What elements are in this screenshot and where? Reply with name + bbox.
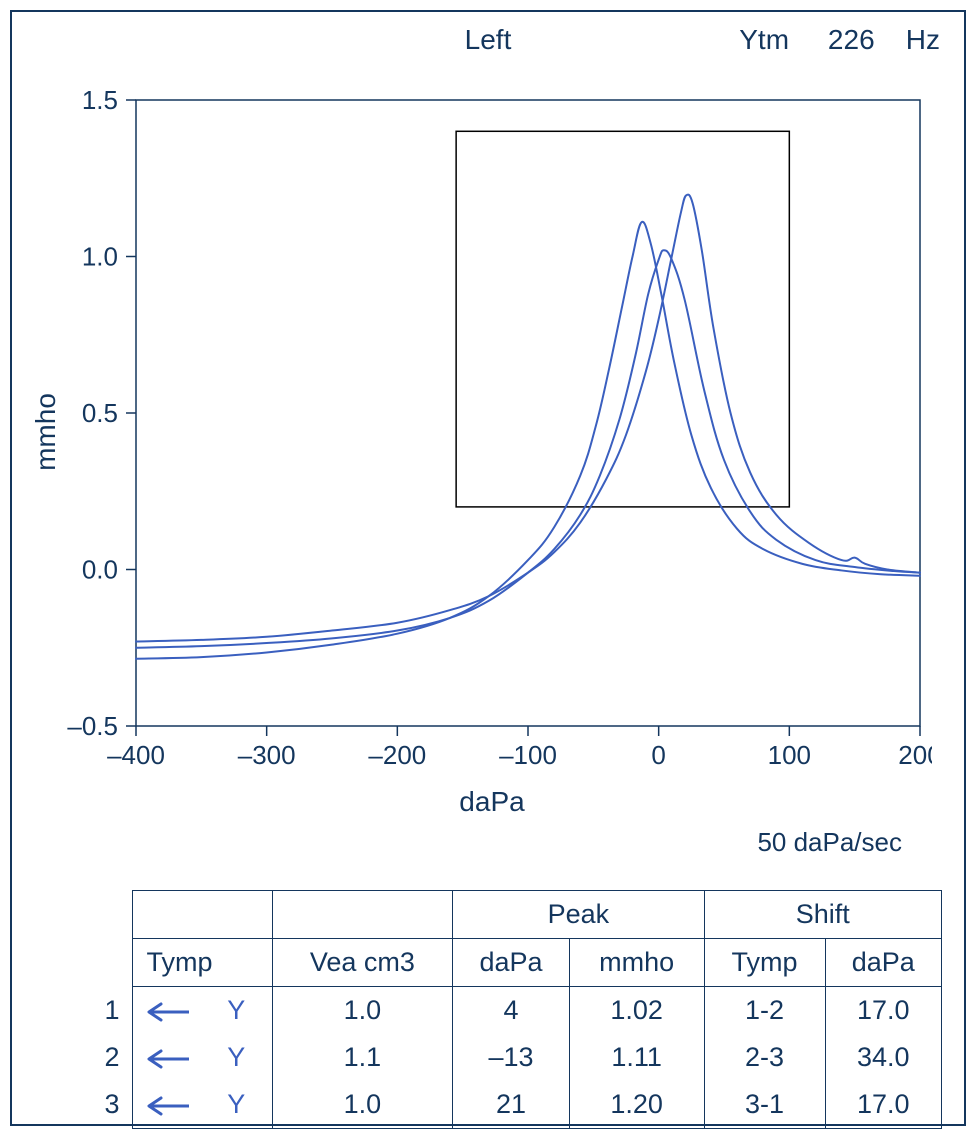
peak-dapa-value: 21 xyxy=(453,1081,569,1129)
tymp-symbol: Y xyxy=(202,987,272,1035)
freq-unit: Hz xyxy=(906,24,940,55)
table-row: 1 Y1.041.021-217.0 xyxy=(92,987,942,1035)
peak-mmho-value: 1.11 xyxy=(569,1034,704,1081)
sweep-rate-label: 50 daPa/sec xyxy=(757,827,902,858)
svg-text:1.0: 1.0 xyxy=(82,242,118,272)
svg-text:–200: –200 xyxy=(368,740,426,770)
svg-text:0.5: 0.5 xyxy=(82,398,118,428)
svg-text:0.0: 0.0 xyxy=(82,555,118,585)
y-axis-label: mmho xyxy=(30,393,62,471)
header-row: Left Ytm 226 Hz xyxy=(12,24,964,64)
table-column-header-row: Tymp Vea cm3 daPa mmho Tymp daPa xyxy=(92,939,942,987)
x-axis-label: daPa xyxy=(459,786,524,818)
direction-arrow-icon xyxy=(132,987,202,1035)
peak-group-header: Peak xyxy=(453,891,704,939)
col-tymp: Tymp xyxy=(132,939,272,987)
shift-tymp-value: 2-3 xyxy=(704,1034,825,1081)
peak-mmho-value: 1.20 xyxy=(569,1081,704,1129)
row-number: 2 xyxy=(92,1034,132,1081)
col-vea: Vea cm3 xyxy=(272,939,453,987)
vea-value: 1.1 xyxy=(272,1034,453,1081)
direction-arrow-icon xyxy=(132,1034,202,1081)
tymp-symbol: Y xyxy=(202,1034,272,1081)
svg-text:–400: –400 xyxy=(107,740,165,770)
svg-text:1.5: 1.5 xyxy=(82,85,118,115)
svg-text:–0.5: –0.5 xyxy=(67,711,118,741)
col-shift-tymp: Tymp xyxy=(704,939,825,987)
direction-arrow-icon xyxy=(132,1081,202,1129)
freq-value: 226 xyxy=(828,24,875,55)
svg-text:–300: –300 xyxy=(238,740,296,770)
vea-value: 1.0 xyxy=(272,1081,453,1129)
vea-value: 1.0 xyxy=(272,987,453,1035)
ear-label: Left xyxy=(465,24,512,56)
results-table: Peak Shift Tymp Vea cm3 daPa mmho Tymp d… xyxy=(92,890,942,1129)
peak-mmho-value: 1.02 xyxy=(569,987,704,1035)
svg-text:100: 100 xyxy=(768,740,811,770)
shift-dapa-value: 17.0 xyxy=(825,987,942,1035)
header-right: Ytm 226 Hz xyxy=(739,24,940,56)
param-label: Ytm xyxy=(739,24,789,55)
shift-group-header: Shift xyxy=(704,891,941,939)
tympanogram-chart: mmho –400–300–200–1000100200–0.50.00.51.… xyxy=(52,82,932,782)
svg-text:200: 200 xyxy=(898,740,932,770)
chart-svg: –400 –300 –200 –100 0 100 200 –0.5 0.0 0.5 1.0 1.5 xyxy=(52,82,932,782)
col-peak-dapa: daPa xyxy=(453,939,569,987)
table-row: 2 Y1.1–131.112-334.0 xyxy=(92,1034,942,1081)
svg-text:–100: –100 xyxy=(499,740,557,770)
shift-tymp-value: 1-2 xyxy=(704,987,825,1035)
shift-dapa-value: 17.0 xyxy=(825,1081,942,1129)
tymp-table: Peak Shift Tymp Vea cm3 daPa mmho Tymp d… xyxy=(92,890,942,1129)
tymp-symbol: Y xyxy=(202,1081,272,1129)
col-peak-mmho: mmho xyxy=(569,939,704,987)
col-shift-dapa: daPa xyxy=(825,939,942,987)
table-row: 3 Y1.0211.203-117.0 xyxy=(92,1081,942,1129)
shift-dapa-value: 34.0 xyxy=(825,1034,942,1081)
outer-frame: Left Ytm 226 Hz mmho –400–300–200–100010… xyxy=(10,10,966,1126)
peak-dapa-value: 4 xyxy=(453,987,569,1035)
table-group-header-row: Peak Shift xyxy=(92,891,942,939)
row-number: 3 xyxy=(92,1081,132,1129)
row-number: 1 xyxy=(92,987,132,1035)
peak-dapa-value: –13 xyxy=(453,1034,569,1081)
svg-text:0: 0 xyxy=(651,740,665,770)
shift-tymp-value: 3-1 xyxy=(704,1081,825,1129)
